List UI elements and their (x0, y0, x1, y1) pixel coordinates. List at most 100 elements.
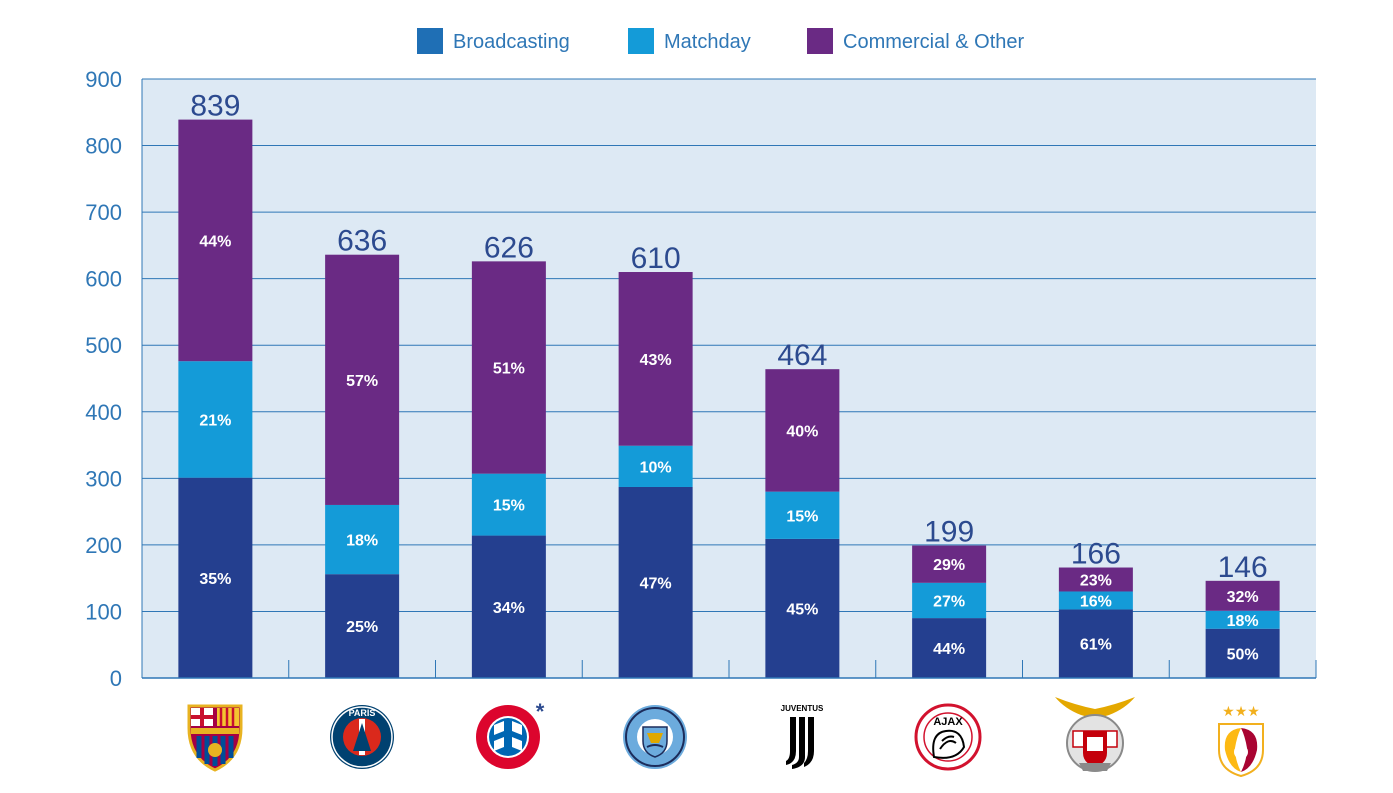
bar-segment-matchday (325, 504, 400, 575)
segment-percent-label: 40% (786, 423, 818, 440)
bar-segment-broadcasting (1205, 628, 1280, 678)
legend-swatch-broadcasting (417, 28, 443, 54)
bar-total-label: 636 (337, 225, 387, 258)
segment-percent-label: 16% (1080, 593, 1112, 610)
legend-label-commercial: Commercial & Other (843, 31, 1024, 53)
legend-label-matchday: Matchday (664, 31, 751, 53)
bar-segment-matchday (765, 491, 840, 539)
bar-segment-broadcasting (765, 538, 840, 678)
man-city-crest-icon (623, 705, 687, 769)
segment-percent-label: 44% (933, 641, 965, 658)
bar-segment-matchday (912, 582, 987, 619)
segment-percent-label: 47% (640, 575, 672, 592)
bar-stack: 34% 15% 51% 626 (471, 231, 546, 678)
bar-stack: 50% 18% 32% 146 (1205, 551, 1280, 678)
legend-label-broadcasting: Broadcasting (453, 31, 570, 53)
bar-segment-broadcasting (471, 535, 546, 678)
juventus-crest-icon: JUVENTUS (781, 704, 824, 769)
y-tick-label: 500 (85, 333, 122, 358)
segment-percent-label: 51% (493, 361, 525, 378)
bar-segment-commercial (325, 254, 400, 505)
legend-swatch-commercial (807, 28, 833, 54)
bar-segment-broadcasting (178, 477, 253, 678)
bar-stack: 35% 21% 44% 839 (178, 90, 253, 678)
y-tick-label: 800 (85, 134, 122, 159)
bar-stack: 47% 10% 43% 610 (618, 242, 693, 678)
y-tick-label: 0 (110, 666, 122, 691)
segment-percent-label: 35% (199, 571, 231, 588)
y-tick-label: 700 (85, 200, 122, 225)
x-axis (141, 79, 1317, 679)
bar-segment-commercial (178, 119, 253, 362)
bar-segment-commercial (912, 545, 987, 583)
bar-segment-matchday (1058, 591, 1133, 610)
segment-percent-label: 29% (933, 557, 965, 574)
bar-segment-broadcasting (912, 618, 987, 678)
bar-total-label: 199 (924, 516, 974, 549)
psg-crest-text: PARIS (349, 708, 376, 718)
galatasaray-stars-icon: ★★★ (1222, 704, 1260, 720)
segment-percent-label: 18% (1227, 613, 1259, 630)
bar-segment-matchday (178, 361, 253, 478)
juventus-crest-text: JUVENTUS (781, 704, 824, 713)
bar-segment-matchday (1205, 610, 1280, 629)
segment-percent-label: 61% (1080, 637, 1112, 654)
segment-percent-label: 44% (199, 233, 231, 250)
legend-item-commercial: Commercial & Other (807, 28, 1024, 54)
segment-percent-label: 57% (346, 373, 378, 390)
bar-segment-matchday (618, 445, 693, 487)
y-tick-label: 400 (85, 400, 122, 425)
bar-stack: 44% 27% 29% 199 (912, 516, 987, 678)
y-axis: 0 100 200 300 400 500 600 700 800 900 (85, 67, 122, 691)
bar-stack: 61% 16% 23%166 (1058, 538, 1133, 678)
galatasaray-crest-icon: ★★★ (1218, 704, 1264, 778)
bar-total-label: 464 (777, 339, 827, 372)
legend-item-matchday: Matchday (628, 28, 751, 54)
bar-stack: 25% 18% 57% 636 (325, 225, 400, 678)
legend: Broadcasting Matchday Commercial & Other (417, 28, 1024, 54)
bar-total-label: 610 (631, 242, 681, 275)
segment-percent-label: 15% (493, 498, 525, 515)
bar-stack: 45% 15% 40% 464 (765, 339, 840, 678)
segment-percent-label: 27% (933, 593, 965, 610)
bar-total-label: 166 (1071, 538, 1121, 571)
bar-total-label: 839 (190, 90, 240, 123)
bar-total-label: 146 (1218, 551, 1268, 584)
segment-percent-label: 23% (1080, 572, 1112, 589)
segment-percent-label: 50% (1227, 646, 1259, 663)
psg-crest-icon: PARIS (330, 705, 394, 769)
club-logos: PARIS * JUVENTUS (187, 697, 1264, 778)
bar-segment-broadcasting (325, 574, 400, 678)
y-tick-label: 200 (85, 533, 122, 558)
bayern-footnote: * (536, 699, 545, 724)
y-tick-label: 300 (85, 466, 122, 491)
bar-segment-commercial (1058, 567, 1133, 592)
bayern-crest-icon: * (476, 699, 545, 769)
segment-percent-label: 32% (1227, 589, 1259, 606)
segment-percent-label: 25% (346, 619, 378, 636)
segment-percent-label: 21% (199, 412, 231, 429)
benfica-crest-icon (1055, 697, 1135, 772)
ajax-crest-icon: AJAX (914, 703, 982, 771)
barcelona-crest-icon (187, 704, 243, 772)
segment-percent-label: 43% (640, 352, 672, 369)
bar-segment-commercial (1205, 580, 1280, 611)
bar-segment-commercial (765, 369, 840, 492)
segment-percent-label: 34% (493, 600, 525, 617)
segment-percent-label: 45% (786, 601, 818, 618)
bar-segment-commercial (471, 261, 546, 474)
bar-segment-broadcasting (1058, 609, 1133, 678)
segment-percent-label: 10% (640, 459, 672, 476)
bar-segment-matchday (471, 473, 546, 536)
segment-percent-label: 18% (346, 533, 378, 550)
bar-segment-commercial (618, 272, 693, 446)
legend-swatch-matchday (628, 28, 654, 54)
plot-area (142, 79, 1316, 678)
y-tick-label: 900 (85, 67, 122, 92)
segment-percent-label: 15% (786, 508, 818, 525)
y-tick-label: 600 (85, 267, 122, 292)
bar-segment-broadcasting (618, 486, 693, 678)
bar-total-label: 626 (484, 231, 534, 264)
legend-item-broadcasting: Broadcasting (417, 28, 570, 54)
